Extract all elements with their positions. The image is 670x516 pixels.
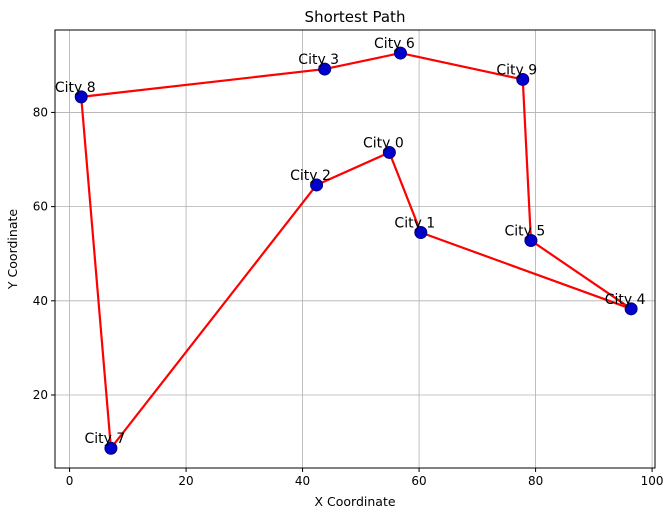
y-tick-label: 60	[33, 200, 48, 214]
city-marker	[524, 234, 538, 248]
route-segment	[388, 151, 422, 234]
plot-area-frame	[54, 29, 656, 469]
y-tick-label: 80	[33, 105, 48, 119]
city-marker	[516, 72, 530, 86]
city-label: City 4	[605, 292, 646, 308]
x-tick-label: 60	[411, 474, 426, 488]
route-path	[80, 51, 633, 450]
city-marker	[310, 178, 324, 192]
plot-frame	[54, 29, 656, 469]
route-segment	[399, 51, 524, 81]
y-axis-ticks: 20 40 60 80	[33, 105, 55, 402]
x-tick-label: 0	[66, 474, 74, 488]
route-segment	[80, 95, 113, 450]
city-label: City 9	[496, 62, 537, 78]
city-marker	[393, 46, 407, 60]
route-segment	[323, 51, 402, 71]
city-label: City 1	[394, 216, 435, 232]
city-labels: City 0 City 1 City 2 City 3 City 4 City 5 City…	[55, 36, 646, 447]
city-markers	[74, 46, 638, 455]
y-tick-label: 20	[33, 388, 48, 402]
city-label: City 7	[85, 431, 126, 447]
city-label: City 3	[298, 52, 339, 68]
city-marker	[318, 62, 332, 76]
city-marker	[382, 145, 396, 159]
city-label: City 5	[505, 224, 546, 240]
city-label: City 0	[363, 135, 404, 151]
route-segment	[315, 151, 391, 187]
city-marker	[104, 441, 118, 455]
route-segment	[419, 231, 633, 310]
route-segment	[80, 67, 326, 98]
grid-lines	[55, 30, 655, 468]
city-label: City 8	[55, 80, 96, 96]
city-label: City 6	[374, 36, 415, 52]
x-tick-label: 20	[178, 474, 193, 488]
x-tick-label: 100	[641, 474, 664, 488]
x-tick-label: 80	[528, 474, 543, 488]
route-segment	[529, 239, 633, 310]
chart-title: Shortest Path	[305, 8, 406, 26]
city-marker	[414, 226, 428, 240]
y-tick-label: 40	[33, 294, 48, 308]
city-marker	[624, 302, 638, 316]
city-marker	[74, 90, 88, 104]
y-axis-label: Y Coordinate	[5, 209, 20, 290]
route-segment	[109, 183, 318, 450]
city-label: City 2	[290, 168, 331, 184]
x-axis-label: X Coordinate	[314, 494, 395, 509]
x-axis-ticks: 0 20 40 60 80 100	[66, 468, 664, 488]
x-tick-label: 40	[295, 474, 310, 488]
route-segment	[521, 78, 533, 242]
